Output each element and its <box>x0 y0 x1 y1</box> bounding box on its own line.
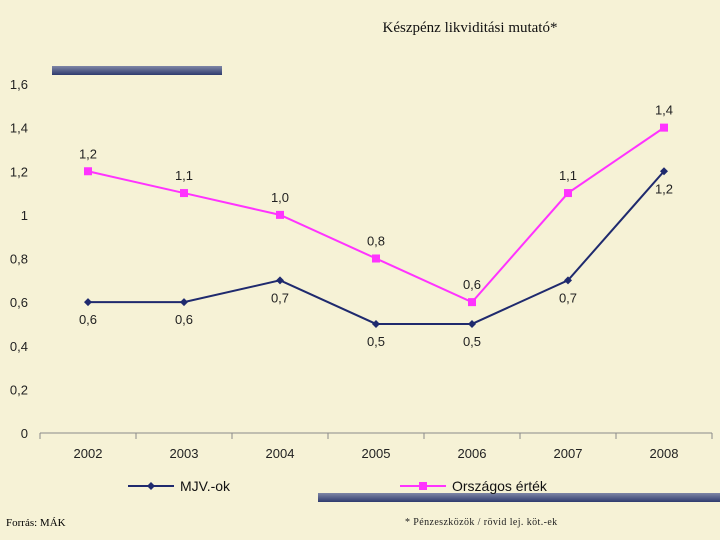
legend-marker <box>147 482 155 490</box>
data-label: 1,0 <box>271 190 289 205</box>
data-label: 0,7 <box>559 290 577 305</box>
legend-marker <box>419 482 427 490</box>
data-point-marker <box>564 189 572 198</box>
data-point-marker <box>180 189 188 198</box>
y-tick-label: 1,2 <box>10 164 28 179</box>
data-point-marker <box>372 319 380 328</box>
y-tick-label: 1,6 <box>10 77 28 92</box>
decorative-bar-bottom <box>318 493 720 502</box>
data-label: 1,1 <box>175 168 193 183</box>
y-tick-label: 0 <box>21 426 28 441</box>
data-point-marker <box>660 123 668 132</box>
data-label: 0,6 <box>175 312 193 327</box>
data-point-marker <box>660 167 668 176</box>
x-tick-label: 2006 <box>458 446 487 461</box>
legend-label: MJV.-ok <box>180 478 231 494</box>
source-note: Forrás: MÁK <box>6 517 66 529</box>
data-label: 1,2 <box>79 146 97 161</box>
x-tick-label: 2008 <box>650 446 679 461</box>
x-tick-label: 2005 <box>362 446 391 461</box>
data-point-marker <box>84 298 92 307</box>
chart-title: Készpénz likviditási mutató* <box>382 20 558 36</box>
data-label: 0,8 <box>367 234 385 249</box>
series-line-1 <box>87 126 665 304</box>
x-tick-label: 2003 <box>170 446 199 461</box>
data-label: 1,2 <box>655 181 673 196</box>
x-tick-label: 2002 <box>74 446 103 461</box>
x-tick-label: 2004 <box>266 446 295 461</box>
data-label: 0,6 <box>463 277 481 292</box>
data-label: 0,7 <box>271 290 289 305</box>
data-label: 1,1 <box>559 168 577 183</box>
y-tick-label: 0,4 <box>10 339 28 354</box>
data-label: 0,5 <box>463 334 481 349</box>
data-point-marker <box>276 276 284 285</box>
data-point-marker <box>180 298 188 307</box>
data-point-marker <box>276 210 284 219</box>
y-tick-label: 0,8 <box>10 252 28 267</box>
data-label: 0,6 <box>79 312 97 327</box>
decorative-bar-top <box>52 66 222 75</box>
footnote: * Pénzeszközök / rövid lej. köt.-ek <box>405 517 558 528</box>
legend-label: Országos érték <box>452 478 548 494</box>
y-tick-label: 0,6 <box>10 295 28 310</box>
data-label: 0,5 <box>367 334 385 349</box>
data-point-marker <box>84 167 92 176</box>
data-label: 1,4 <box>655 103 673 118</box>
data-point-marker <box>564 276 572 285</box>
data-point-marker <box>468 319 476 328</box>
y-tick-label: 0,2 <box>10 382 28 397</box>
data-point-marker <box>468 298 476 307</box>
x-tick-label: 2007 <box>554 446 583 461</box>
y-tick-label: 1 <box>21 208 28 223</box>
data-point-marker <box>372 254 380 263</box>
y-tick-label: 1,4 <box>10 121 28 136</box>
